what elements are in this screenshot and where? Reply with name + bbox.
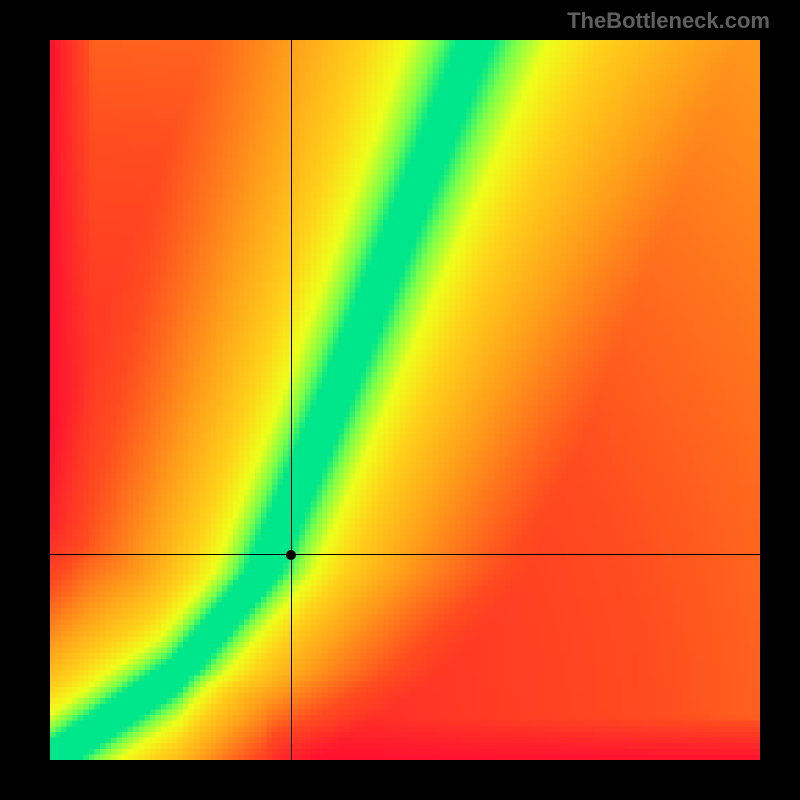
crosshair-horizontal (50, 554, 760, 555)
crosshair-vertical (291, 40, 292, 760)
heatmap-plot (50, 40, 760, 760)
heatmap-canvas (50, 40, 760, 760)
watermark-text: TheBottleneck.com (567, 8, 770, 34)
